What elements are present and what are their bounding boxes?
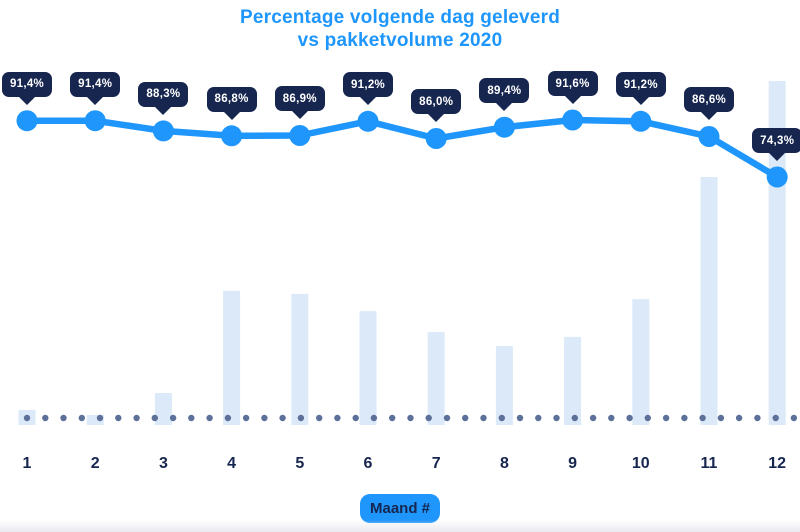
baseline-dot	[790, 414, 798, 422]
data-point-11	[698, 126, 720, 147]
baseline-dot	[188, 414, 195, 422]
baseline-dot	[425, 414, 432, 422]
volume-bar-8	[495, 345, 513, 425]
volume-bar-3	[154, 393, 172, 425]
volume-bar-9	[564, 336, 582, 425]
data-point-2	[84, 110, 106, 132]
data-point-3	[152, 120, 174, 142]
baseline-dot	[608, 414, 615, 422]
baseline-dot	[407, 414, 414, 422]
baseline-dot	[389, 414, 396, 422]
baseline-dot	[589, 414, 597, 422]
data-point-9	[562, 109, 584, 131]
volume-bar-11	[700, 177, 718, 425]
baseline-dot	[60, 414, 67, 422]
baseline-dot	[78, 414, 86, 422]
baseline-dot	[443, 414, 451, 422]
baseline-dot	[169, 414, 177, 422]
baseline-dot	[151, 414, 158, 422]
volume-bar-6	[359, 311, 377, 425]
volume-bar-2	[86, 415, 104, 425]
baseline-dot	[316, 414, 323, 422]
baseline-dot	[297, 414, 305, 422]
baseline-dot	[352, 414, 359, 422]
data-point-8	[493, 116, 515, 138]
chart-title-line2: vs pakketvolume 2020	[297, 30, 503, 51]
baseline-dot	[242, 414, 250, 422]
baseline-dot	[735, 414, 743, 422]
baseline-dot	[115, 414, 122, 422]
data-point-5	[289, 125, 311, 146]
chart-title: Percentage volgende dag geleverd vs pakk…	[0, 6, 800, 52]
data-point-12	[766, 166, 788, 188]
data-point-6	[357, 110, 379, 132]
baseline-dot	[23, 414, 31, 422]
volume-bar-12	[768, 81, 786, 425]
delivery-trend-line	[23, 116, 781, 181]
baseline-dot	[279, 414, 286, 422]
baseline-dot	[224, 414, 232, 422]
data-point-4	[221, 125, 243, 147]
baseline-dot	[772, 414, 779, 422]
baseline-dot	[754, 414, 761, 422]
baseline-dot	[571, 414, 578, 422]
baseline-dot	[626, 414, 633, 422]
baseline-dot	[553, 414, 560, 422]
baseline-dot	[699, 414, 706, 422]
baseline-dot	[681, 414, 688, 422]
baseline-dot	[96, 414, 104, 422]
baseline-dot	[334, 414, 341, 422]
data-point-7	[425, 128, 447, 149]
baseline-dot	[462, 414, 469, 422]
data-point-1	[16, 110, 38, 132]
volume-bar-10	[632, 299, 650, 425]
baseline-dot	[717, 414, 725, 422]
baseline-dot	[206, 414, 213, 422]
volume-bar-4	[223, 290, 241, 425]
baseline-dot	[498, 414, 505, 422]
data-point-10	[630, 110, 652, 132]
baseline-dot	[662, 414, 670, 422]
baseline-dot	[370, 414, 378, 422]
bottom-edge-strip	[0, 520, 800, 532]
volume-bar-7	[427, 332, 445, 425]
volume-bar-5	[291, 293, 309, 425]
chart-title-line1: Percentage volgende dag geleverd	[239, 7, 560, 28]
baseline-dot	[644, 414, 651, 422]
baseline-dot	[480, 414, 487, 422]
baseline-dot	[535, 414, 542, 422]
x-axis-label-badge: Maand #	[360, 494, 440, 523]
baseline-dot	[133, 414, 140, 422]
baseline-dot	[42, 414, 49, 422]
baseline-dot	[261, 414, 268, 422]
baseline-dot	[516, 414, 524, 422]
